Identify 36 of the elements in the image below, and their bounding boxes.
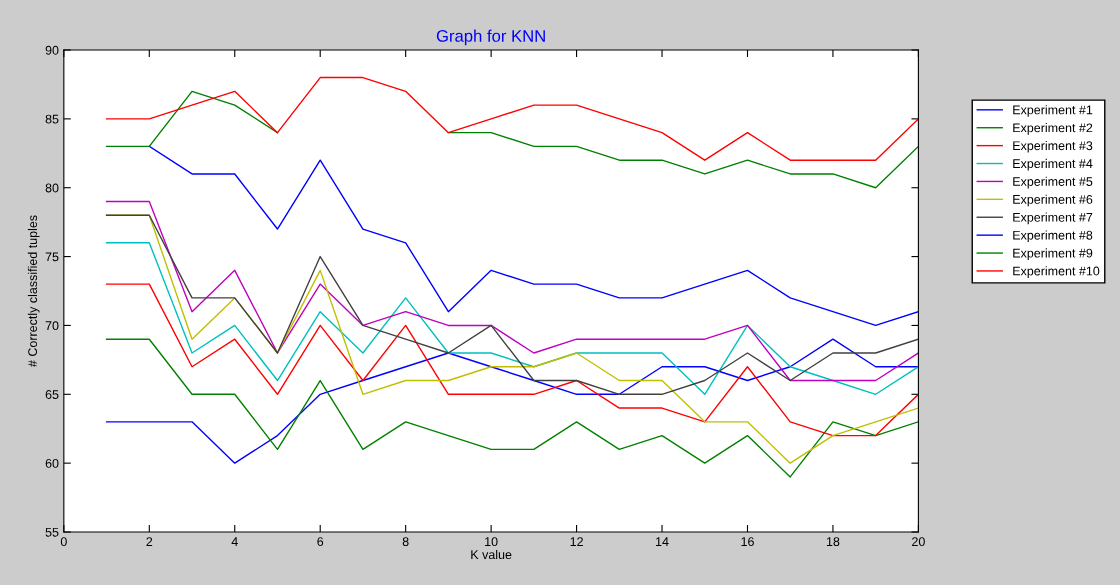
legend-label: Experiment #5: [1013, 176, 1093, 189]
legend-label: Experiment #10: [1013, 266, 1100, 278]
x-tick-label: 20: [912, 537, 925, 547]
y-tick-label: 90: [45, 45, 59, 55]
y-tick-label: 80: [45, 183, 59, 193]
x-tick-label: 0: [60, 537, 67, 547]
x-tick-label: 8: [402, 537, 409, 547]
line-series: [105, 242, 919, 395]
legend-label: Experiment #8: [1013, 230, 1093, 243]
y-axis-title: # Correctly classified tuples: [27, 215, 40, 368]
y-tick-label: 70: [45, 321, 59, 331]
x-tick-label: 2: [146, 537, 153, 546]
line-series: [105, 283, 919, 437]
x-tick-label: 18: [826, 537, 840, 547]
x-tick-label: 6: [317, 537, 324, 547]
legend-label: Experiment #4: [1013, 158, 1093, 171]
x-tick-label: 12: [570, 537, 583, 546]
chart-title: Graph for KNN: [436, 29, 545, 46]
x-tick-label: 10: [485, 537, 498, 547]
legend-label: Experiment #2: [1013, 123, 1093, 135]
legend-label: Experiment #7: [1013, 212, 1093, 225]
x-axis-title: K value: [471, 549, 512, 560]
legend-label: Experiment #1: [1013, 105, 1093, 117]
y-tick-label: 75: [45, 252, 59, 262]
legend-label: Experiment #9: [1013, 248, 1093, 261]
legend-label: Experiment #3: [1013, 140, 1093, 153]
line-series: [148, 145, 919, 327]
y-tick-label: 65: [45, 390, 59, 399]
x-tick-label: 4: [231, 537, 238, 546]
legend-label: Experiment #6: [1013, 194, 1093, 207]
y-tick-label: 55: [45, 527, 59, 537]
line-series: [105, 76, 919, 161]
x-tick-label: 14: [656, 537, 669, 546]
x-tick-label: 16: [741, 537, 754, 547]
y-tick-label: 85: [45, 114, 59, 124]
y-tick-label: 60: [45, 458, 59, 468]
